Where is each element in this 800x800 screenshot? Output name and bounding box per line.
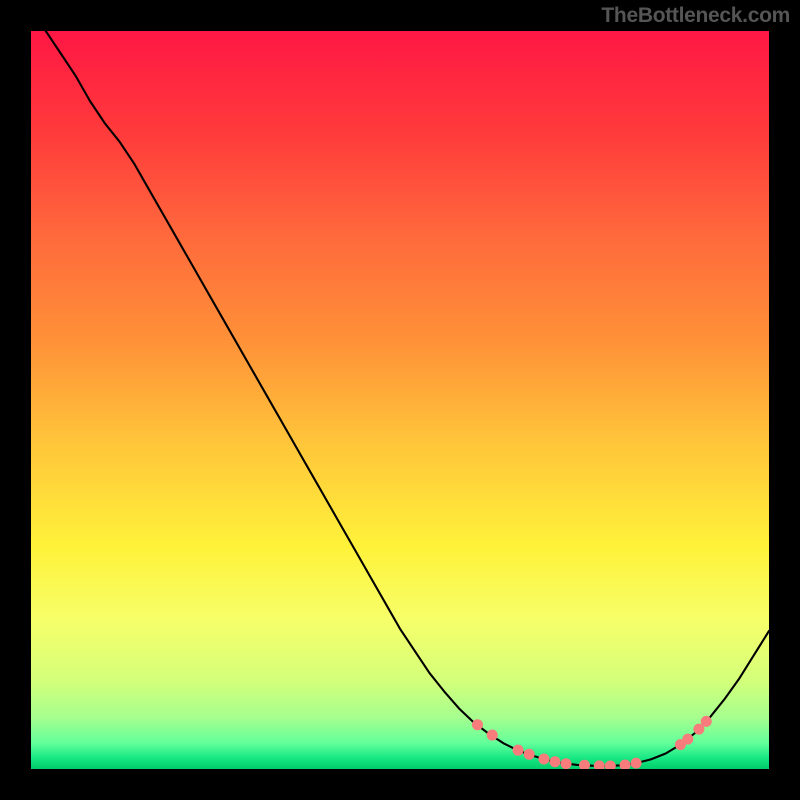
data-point <box>682 734 693 745</box>
data-point <box>538 754 549 765</box>
data-point <box>513 745 524 756</box>
bottleneck-curve-chart <box>31 31 769 769</box>
data-point <box>487 730 498 741</box>
data-point <box>561 758 572 769</box>
data-point <box>549 756 560 767</box>
data-point <box>524 749 535 760</box>
watermark-text: TheBottleneck.com <box>601 4 790 28</box>
plot-area <box>31 31 769 769</box>
data-point <box>631 758 642 769</box>
data-point <box>472 719 483 730</box>
data-point <box>701 716 712 727</box>
gradient-background <box>31 31 769 769</box>
chart-container: TheBottleneck.com <box>0 0 800 800</box>
